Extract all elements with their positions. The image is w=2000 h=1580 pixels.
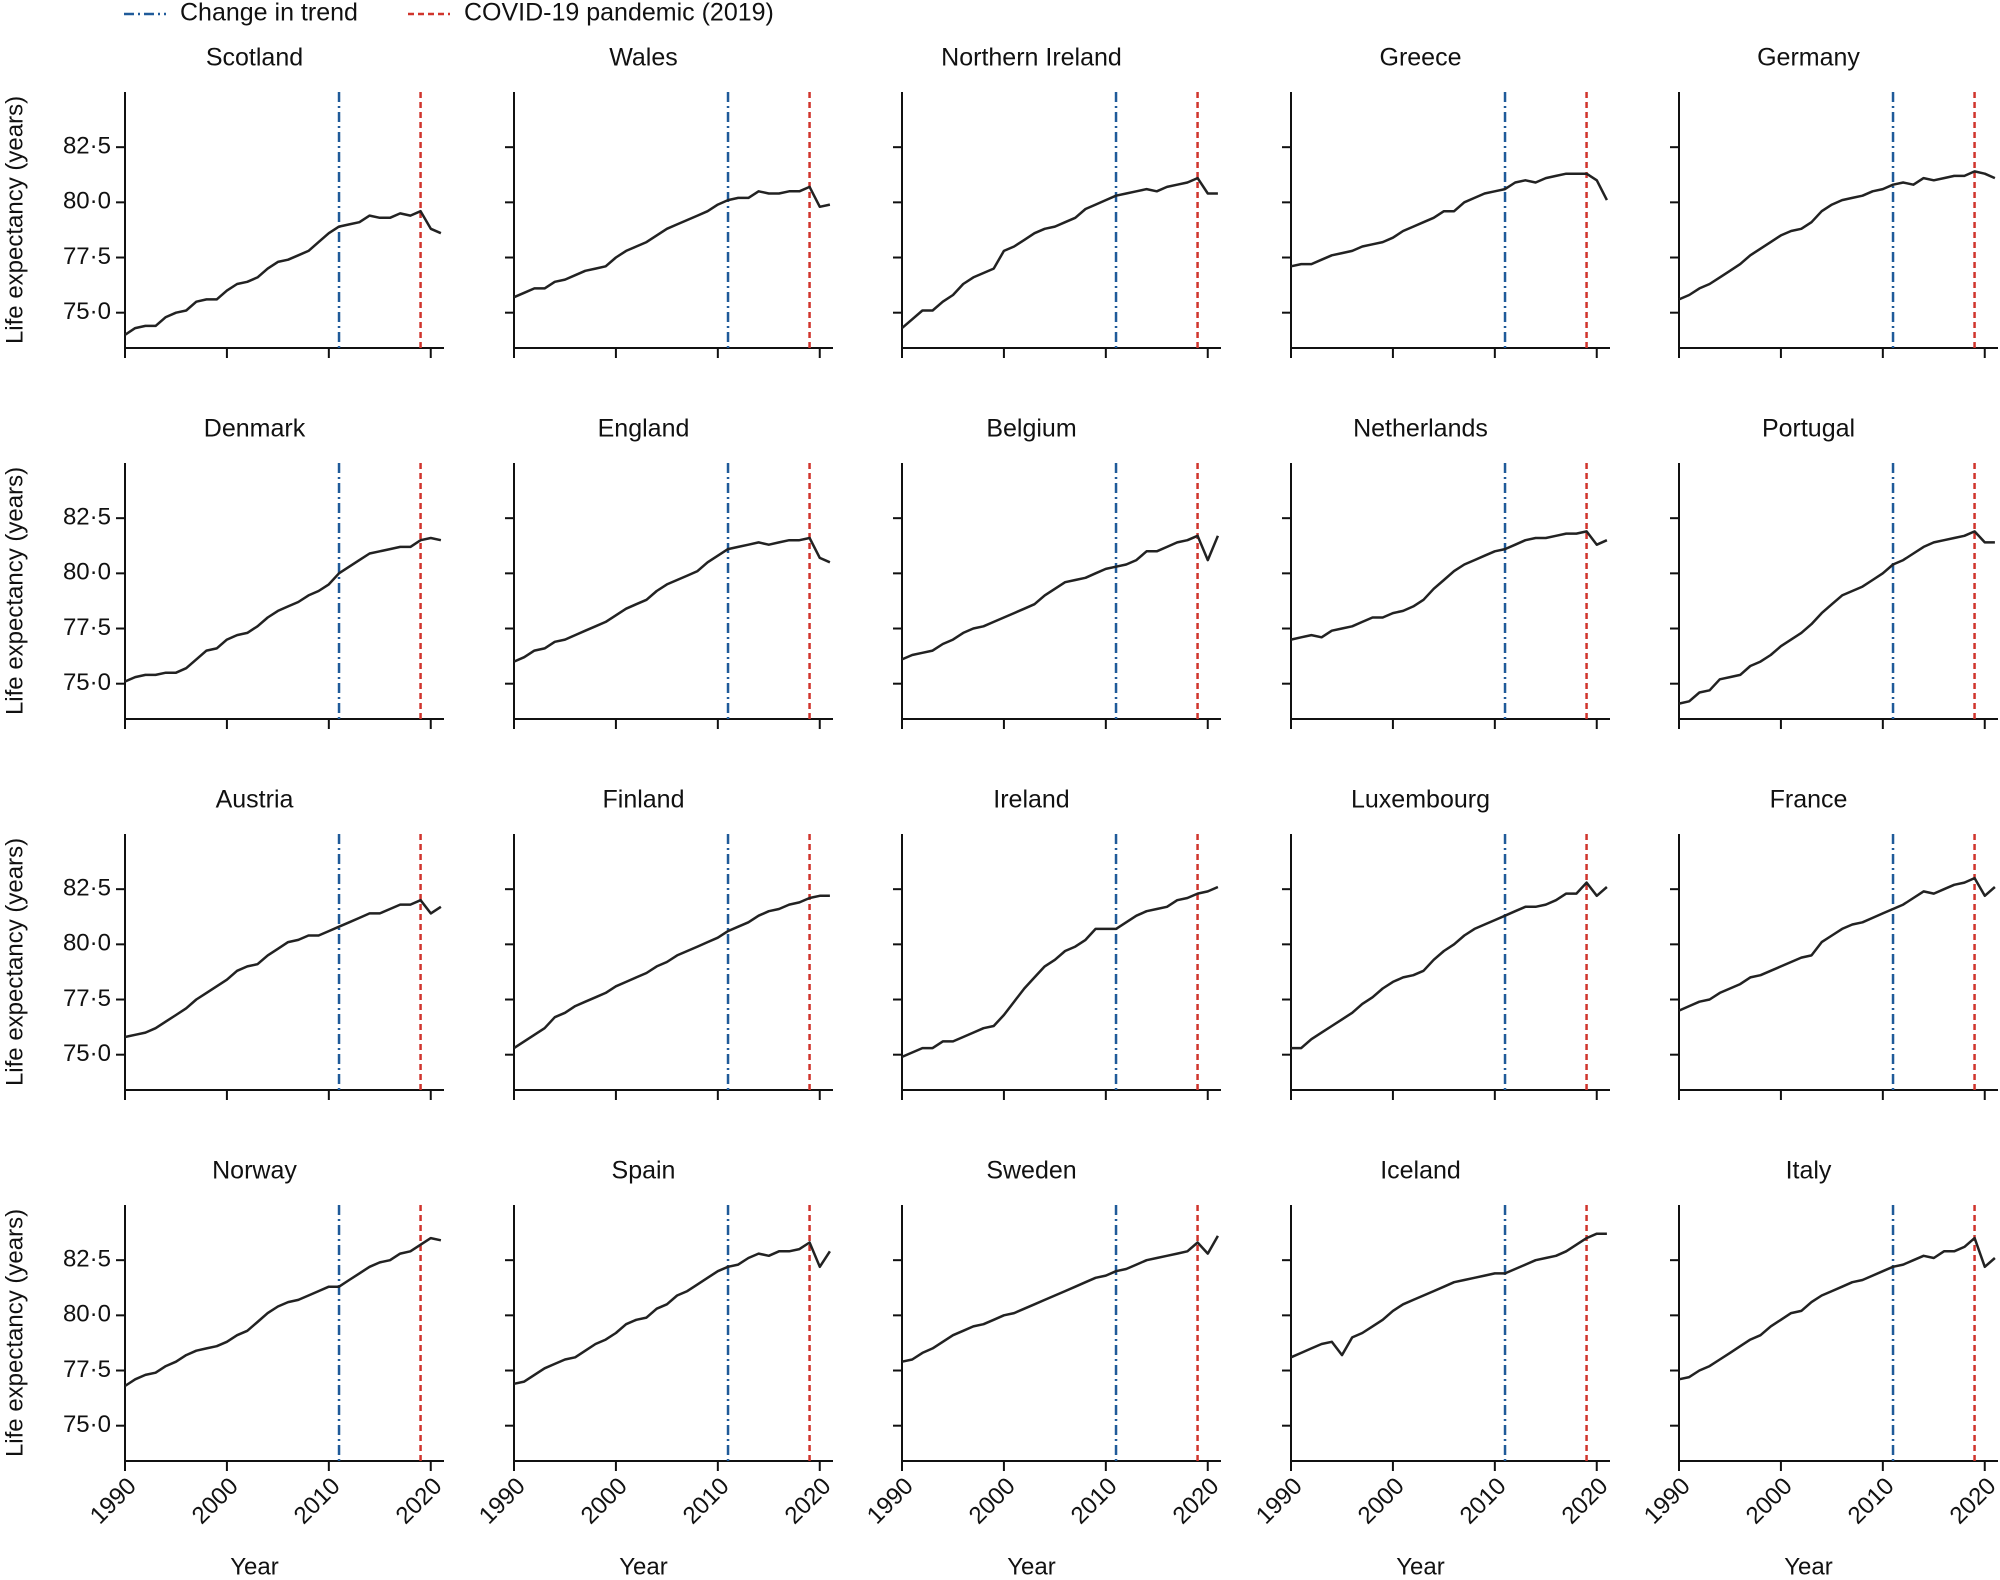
- series-line: [513, 536, 831, 663]
- y-tick-label: 82·5: [63, 1246, 111, 1273]
- panel-title: Portugal: [1762, 415, 1855, 443]
- x-tick-label: 2000: [1741, 1473, 1798, 1530]
- y-axis-label: Life expectancy (years): [1, 467, 28, 715]
- series-line: [124, 209, 442, 336]
- series-line: [1290, 530, 1608, 641]
- y-axis-label: Life expectancy (years): [1, 838, 28, 1086]
- series-line: [1290, 1232, 1607, 1359]
- panel-title: Netherlands: [1353, 415, 1488, 443]
- series-line: [901, 176, 1218, 330]
- y-tick-label: 82·5: [63, 504, 111, 531]
- legend-label: Change in trend: [180, 0, 358, 27]
- series-line: [901, 885, 1219, 1059]
- x-tick-label: 2020: [1945, 1473, 2000, 1530]
- series-line: [901, 1235, 1219, 1363]
- series-line: [901, 534, 1220, 661]
- y-tick-label: 77·5: [63, 1356, 111, 1383]
- panel-title: Luxembourg: [1351, 786, 1490, 814]
- y-tick-label: 75·0: [63, 298, 111, 325]
- y-tick-label: 80·0: [63, 559, 111, 586]
- series-line: [1678, 1236, 1996, 1381]
- y-tick-label: 80·0: [63, 1301, 111, 1328]
- series-line: [1678, 876, 1996, 1012]
- y-tick-label: 82·5: [63, 875, 111, 902]
- panel-title: Northern Ireland: [941, 44, 1122, 72]
- y-tick-label: 80·0: [63, 930, 111, 957]
- series-line: [124, 898, 442, 1039]
- panel-title: Iceland: [1380, 1157, 1461, 1185]
- x-tick-label: 2020: [1557, 1473, 1614, 1530]
- panel-title: Scotland: [206, 44, 303, 72]
- x-tick-label: 2020: [780, 1473, 837, 1530]
- x-tick-label: 2000: [187, 1473, 244, 1530]
- panel-title: France: [1770, 786, 1848, 814]
- y-tick-label: 75·0: [63, 1040, 111, 1067]
- panel-title: Italy: [1786, 1157, 1832, 1185]
- x-tick-label: 2010: [678, 1473, 735, 1530]
- series-line: [513, 1241, 831, 1386]
- y-tick-label: 77·5: [63, 614, 111, 641]
- x-tick-label: 2000: [576, 1473, 633, 1530]
- panel-title: Denmark: [204, 415, 306, 443]
- x-tick-label: 1990: [1639, 1473, 1696, 1530]
- x-axis-label: Year: [619, 1553, 668, 1580]
- y-axis-label: Life expectancy (years): [1, 1209, 28, 1457]
- panel-title: England: [598, 415, 690, 443]
- x-tick-label: 1990: [1251, 1473, 1308, 1530]
- x-axis-label: Year: [1784, 1553, 1833, 1580]
- x-axis-label: Year: [1396, 1553, 1445, 1580]
- x-tick-label: 2010: [289, 1473, 346, 1530]
- series-line: [1291, 881, 1608, 1050]
- panel-title: Norway: [212, 1157, 297, 1185]
- panel-title: Wales: [609, 44, 678, 72]
- panel-title: Germany: [1757, 44, 1860, 72]
- y-tick-label: 77·5: [63, 985, 111, 1012]
- x-tick-label: 2020: [391, 1473, 448, 1530]
- panel-title: Ireland: [993, 786, 1069, 814]
- x-tick-label: 2010: [1455, 1473, 1512, 1530]
- legend-label: COVID-19 pandemic (2019): [464, 0, 774, 27]
- y-tick-label: 82·5: [63, 133, 111, 160]
- series-line: [1678, 170, 1996, 301]
- x-tick-label: 1990: [85, 1473, 142, 1530]
- series-line: [124, 1236, 442, 1388]
- series-line: [1290, 172, 1609, 268]
- panel-title: Finland: [603, 786, 685, 814]
- x-tick-label: 2000: [964, 1473, 1021, 1530]
- x-tick-label: 2010: [1066, 1473, 1123, 1530]
- panel-title: Greece: [1380, 44, 1462, 72]
- x-tick-label: 1990: [862, 1473, 919, 1530]
- panel-title: Spain: [612, 1157, 676, 1185]
- series-line: [1678, 530, 1995, 705]
- x-tick-label: 2010: [1843, 1473, 1900, 1530]
- panel-title: Austria: [216, 786, 294, 814]
- y-tick-label: 75·0: [63, 669, 111, 696]
- panel-title: Belgium: [986, 415, 1076, 443]
- x-axis-label: Year: [230, 1553, 279, 1580]
- y-tick-label: 77·5: [63, 243, 111, 270]
- x-tick-label: 2020: [1168, 1473, 1225, 1530]
- x-axis-label: Year: [1007, 1553, 1056, 1580]
- series-line: [513, 185, 831, 299]
- series-line: [513, 894, 830, 1050]
- y-axis-label: Life expectancy (years): [1, 96, 28, 344]
- series-line: [124, 536, 442, 683]
- y-tick-label: 80·0: [63, 188, 111, 215]
- panel-title: Sweden: [986, 1157, 1076, 1185]
- x-tick-label: 1990: [474, 1473, 531, 1530]
- y-tick-label: 75·0: [63, 1411, 111, 1438]
- x-tick-label: 2000: [1353, 1473, 1410, 1530]
